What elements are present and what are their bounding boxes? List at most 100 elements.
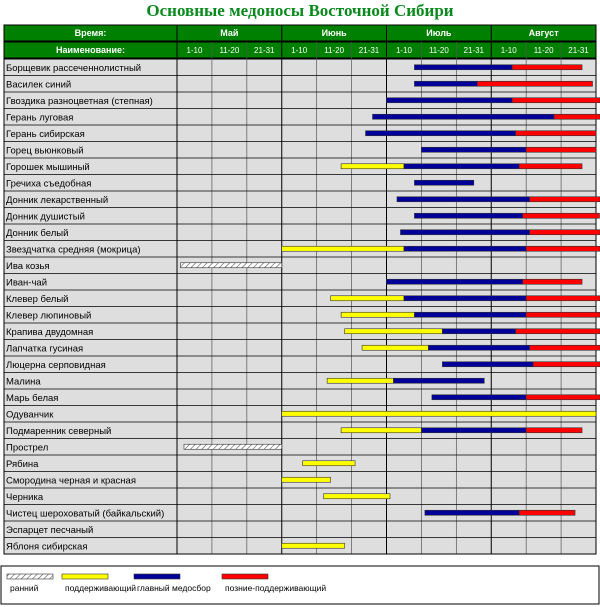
bar-support (340, 427, 422, 434)
bar-early (180, 262, 283, 269)
plant-name: Малина (6, 377, 41, 388)
legend-swatch-early (6, 573, 54, 580)
plant-name: Горошек мышиный (6, 162, 90, 173)
bar-support (281, 245, 405, 252)
bar-late (522, 212, 600, 219)
bar-support (281, 542, 345, 549)
plant-name: Клевер люпиновый (6, 311, 91, 322)
bar-support (323, 493, 391, 500)
bar-main (414, 80, 478, 87)
bar-late (511, 97, 600, 104)
decade-label: 1-10 (501, 46, 518, 55)
bar-support (326, 377, 394, 384)
decade-label: 21-31 (568, 46, 589, 55)
bar-main (442, 328, 516, 335)
bar-main (414, 212, 523, 219)
bar-main (428, 344, 530, 351)
chart-title: Основные медоносы Восточной Сибири (146, 1, 454, 20)
plant-name: Яблоня сибирская (6, 542, 87, 553)
decade-label: 21-31 (359, 46, 380, 55)
bar-late (529, 229, 600, 236)
month-label: Июль (426, 28, 452, 38)
decade-label: 11-20 (429, 46, 449, 55)
plant-name: Герань сибирская (6, 129, 85, 140)
plant-name: Донник белый (6, 228, 68, 239)
bar-main (396, 196, 530, 203)
decade-label: 1-10 (396, 46, 413, 55)
bar-main (372, 113, 555, 120)
plant-name: Клевер белый (6, 294, 69, 305)
plant-name: Люцерна серповидная (6, 360, 106, 371)
legend-swatch-support (61, 573, 109, 580)
bar-support (361, 344, 429, 351)
plant-name: Прострел (6, 443, 48, 454)
bar-late (525, 245, 600, 252)
bar-support (302, 460, 356, 467)
decade-label: 11-20 (324, 46, 344, 55)
plant-name: Иван-чай (6, 278, 47, 289)
plant-name: Борщевик рассеченнолистный (6, 63, 141, 74)
plant-name: Подмаренник северный (6, 426, 111, 437)
bar-late (553, 113, 600, 120)
bar-main (431, 394, 527, 401)
plant-name: Гречиха съедобная (6, 179, 91, 190)
bar-main (424, 509, 520, 516)
bar-late (476, 80, 593, 87)
plant-name: Донник душистый (6, 212, 85, 223)
plant-name: Донник лекарственный (6, 195, 108, 206)
bar-main (414, 179, 475, 186)
legend-label-late: позние-поддерживающий (225, 583, 326, 593)
bar-main (403, 163, 520, 170)
bar-main (386, 278, 523, 285)
legend-swatch-main (133, 573, 181, 580)
bar-support (281, 410, 597, 417)
decade-label: 21-31 (254, 46, 275, 55)
bar-main (414, 311, 527, 318)
decade-label: 21-31 (464, 46, 485, 55)
bar-late (525, 295, 600, 302)
decade-label: 1-10 (186, 46, 203, 55)
bar-late (522, 278, 583, 285)
bar-support (344, 328, 443, 335)
bar-late (525, 427, 583, 434)
bar-main (393, 377, 485, 384)
bar-late (518, 163, 583, 170)
bar-main (400, 229, 530, 236)
bar-main (442, 361, 534, 368)
plant-name: Эспарцет песчаный (6, 525, 93, 536)
bar-late (525, 394, 600, 401)
plant-name: Ива козья (6, 261, 50, 272)
bar-main (421, 146, 527, 153)
plant-name: Герань луговая (6, 113, 73, 124)
bar-late (525, 146, 597, 153)
month-label: Май (220, 28, 238, 38)
bar-late (511, 64, 583, 71)
plant-name: Звездчатка средняя (мокрица) (6, 245, 141, 256)
bar-early (183, 443, 283, 450)
bar-main (403, 295, 527, 302)
plant-name: Крапива двудомная (6, 327, 93, 338)
bar-late (529, 196, 600, 203)
bar-main (403, 245, 527, 252)
bar-late (515, 328, 600, 335)
plant-name: Гвоздика разноцветная (степная) (6, 96, 153, 107)
legend-label-early: ранний (10, 583, 39, 593)
bar-main (414, 64, 513, 71)
legend-label-main: главный медосбор (137, 583, 211, 593)
month-label: Август (529, 28, 560, 38)
decade-label: 11-20 (534, 46, 554, 55)
decade-label: 11-20 (219, 46, 239, 55)
bar-late (532, 361, 600, 368)
bar-late (525, 311, 600, 318)
plant-name: Горец вьюнковый (6, 146, 84, 157)
bar-main (365, 130, 516, 137)
header-name-label: Наименование: (56, 45, 125, 55)
legend-box (0, 565, 600, 605)
plant-name: Смородина черная и красная (6, 476, 136, 487)
month-label: Июнь (322, 28, 348, 38)
bar-late (518, 509, 576, 516)
plant-name: Рябина (6, 459, 39, 470)
bar-support (281, 476, 331, 483)
bar-main (386, 97, 513, 104)
